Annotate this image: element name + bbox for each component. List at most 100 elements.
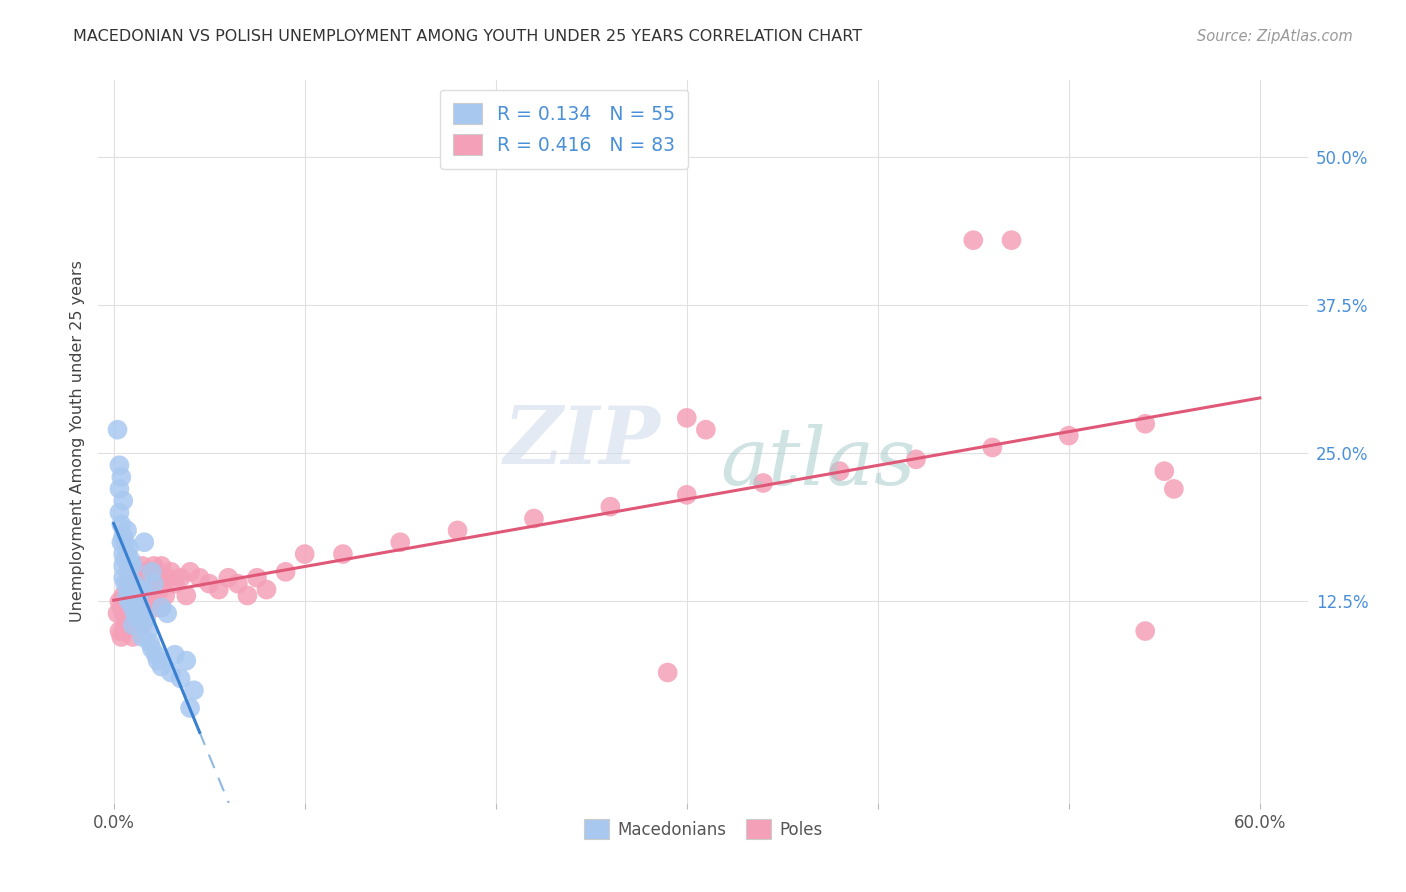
Point [125,607,148,621]
Point [112,558,135,573]
Point [1135,624,1157,638]
Text: atlas: atlas [720,425,915,502]
Point [163,648,186,662]
Point [256,582,278,597]
Point [150,558,173,573]
Point [174,589,197,603]
Point [389,535,412,549]
Point [139,589,162,603]
Point [904,452,927,467]
Point [1153,464,1175,478]
Point [124,607,146,621]
Point [112,529,135,543]
Point [112,589,135,603]
Point [160,565,183,579]
Point [150,600,173,615]
Point [114,576,136,591]
Point [125,582,148,597]
Point [150,659,173,673]
Point [120,553,142,567]
Point [226,576,249,591]
Point [128,589,150,603]
Point [112,607,135,621]
Point [108,458,131,473]
Point [156,607,179,621]
Point [124,607,146,621]
Point [145,600,167,615]
Point [135,612,157,626]
Point [120,607,142,621]
Point [108,624,131,638]
Point [599,500,621,514]
Point [148,582,170,597]
Point [141,565,163,579]
Point [142,558,165,573]
Point [981,441,1004,455]
Point [121,618,143,632]
Point [217,571,239,585]
Point [156,571,179,585]
Point [129,600,152,615]
Point [114,594,136,608]
Point [163,576,186,591]
Point [115,589,138,603]
Point [198,576,221,591]
Point [675,410,697,425]
Point [115,589,138,603]
Point [112,493,135,508]
Point [128,565,150,579]
Point [121,558,143,573]
Point [146,571,169,585]
Point [118,594,141,608]
Point [828,464,851,478]
Point [160,665,183,680]
Point [141,594,163,608]
Point [121,630,143,644]
Point [112,571,135,585]
Point [114,618,136,632]
Point [155,589,177,603]
Text: Source: ZipAtlas.com: Source: ZipAtlas.com [1197,29,1353,45]
Point [118,571,141,585]
Point [179,565,201,579]
Point [183,683,205,698]
Point [141,641,163,656]
Point [134,600,156,615]
Text: MACEDONIAN VS POLISH UNEMPLOYMENT AMONG YOUTH UNDER 25 YEARS CORRELATION CHART: MACEDONIAN VS POLISH UNEMPLOYMENT AMONG … [73,29,862,45]
Point [523,511,546,525]
Point [107,607,129,621]
Point [125,600,148,615]
Point [107,423,129,437]
Point [121,607,143,621]
Point [131,582,153,597]
Point [120,576,142,591]
Point [134,535,156,549]
Point [131,558,153,573]
Point [136,624,159,638]
Point [142,576,165,591]
Point [174,654,197,668]
Point [141,565,163,579]
Point [274,565,297,579]
Point [179,701,201,715]
Point [962,233,984,247]
Point [139,636,162,650]
Point [121,571,143,585]
Point [146,654,169,668]
Point [246,571,269,585]
Point [120,589,142,603]
Point [110,630,132,644]
Point [131,607,153,621]
Point [115,524,138,538]
Point [124,576,146,591]
Point [131,630,153,644]
Point [121,589,143,603]
Point [128,600,150,615]
Point [118,558,141,573]
Point [124,576,146,591]
Point [121,582,143,597]
Point [121,600,143,615]
Point [118,618,141,632]
Point [118,594,141,608]
Point [115,612,138,626]
